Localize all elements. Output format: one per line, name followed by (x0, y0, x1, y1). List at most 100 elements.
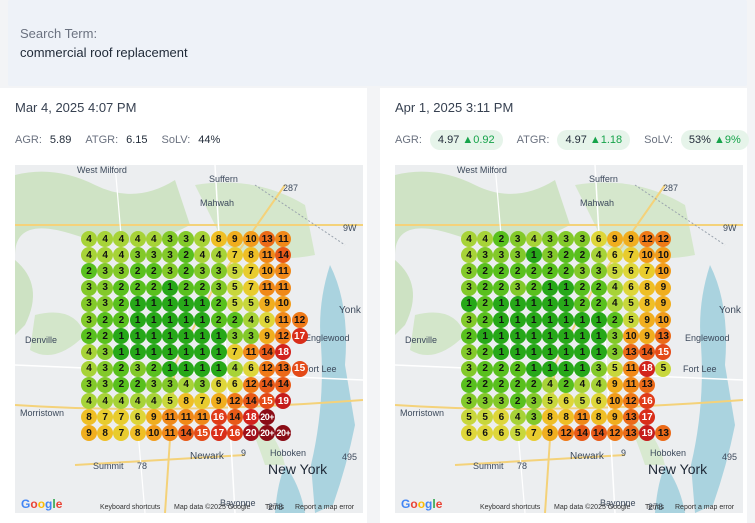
keyboard-shortcuts-link[interactable]: Keyboard shortcuts (480, 504, 541, 511)
rank-pin[interactable]: 8 (542, 409, 558, 426)
rank-pin[interactable]: 6 (558, 393, 575, 409)
rank-pin[interactable]: 19 (639, 425, 656, 442)
rank-pin[interactable]: 2 (477, 263, 494, 280)
rank-pin[interactable]: 3 (97, 344, 114, 361)
rank-pin[interactable]: 4 (129, 393, 146, 409)
rank-pin[interactable]: 6 (210, 376, 227, 393)
rank-pin[interactable]: 12 (655, 231, 672, 247)
rank-pin[interactable]: 12 (259, 360, 276, 377)
rank-pin[interactable]: 6 (623, 263, 639, 280)
rank-pin[interactable]: 4 (113, 231, 130, 247)
rank-pin[interactable]: 2 (210, 312, 227, 328)
rank-pin[interactable]: 13 (623, 409, 639, 426)
rank-pin[interactable]: 10 (606, 393, 623, 409)
rank-pin[interactable]: 3 (525, 409, 542, 426)
rank-pin[interactable]: 10 (623, 328, 639, 345)
rank-pin[interactable]: 13 (639, 376, 656, 393)
rank-pin[interactable]: 1 (525, 295, 542, 312)
rank-pin[interactable]: 6 (243, 360, 259, 377)
rank-pin[interactable]: 1 (145, 312, 162, 328)
rank-pin[interactable]: 3 (129, 247, 146, 264)
rank-pin[interactable]: 2 (477, 295, 494, 312)
rank-pin[interactable]: 5 (243, 295, 259, 312)
rank-pin[interactable]: 4 (81, 393, 97, 409)
rank-pin[interactable]: 2 (178, 263, 195, 280)
rank-pin[interactable]: 1 (542, 344, 558, 361)
rank-pin[interactable]: 5 (606, 263, 623, 280)
rank-pin[interactable]: 10 (639, 247, 656, 264)
rank-pin[interactable]: 1 (194, 312, 211, 328)
rank-pin[interactable]: 3 (81, 295, 97, 312)
rank-pin[interactable]: 8 (210, 231, 227, 247)
rank-pin[interactable]: 10 (655, 263, 672, 280)
rank-pin[interactable]: 11 (243, 344, 259, 361)
rank-pin[interactable]: 2 (226, 312, 243, 328)
rank-grid-map[interactable]: West Milford Suffern Mahwah Denville Englewo… (15, 165, 363, 513)
rank-pin[interactable]: 3 (243, 328, 259, 345)
rank-pin[interactable]: 20 (243, 425, 259, 442)
rank-pin[interactable]: 4 (525, 231, 542, 247)
rank-pin[interactable]: 3 (97, 263, 114, 280)
rank-pin[interactable]: 7 (113, 409, 130, 426)
rank-pin[interactable]: 3 (461, 360, 477, 377)
rank-pin[interactable]: 8 (639, 279, 656, 296)
rank-pin[interactable]: 14 (639, 344, 656, 361)
rank-pin[interactable]: 2 (113, 295, 130, 312)
rank-pin[interactable]: 2 (525, 263, 542, 280)
rank-pin[interactable]: 3 (542, 231, 558, 247)
rank-pin[interactable]: 16 (226, 425, 243, 442)
rank-pin[interactable]: 1 (542, 279, 558, 296)
rank-pin[interactable]: 9 (606, 231, 623, 247)
rank-pin[interactable]: 8 (590, 409, 607, 426)
rank-pin[interactable]: 1 (574, 328, 591, 345)
rank-pin[interactable]: 9 (81, 425, 97, 442)
rank-pin[interactable]: 3 (194, 376, 211, 393)
rank-pin[interactable]: 9 (655, 279, 672, 296)
rank-pin[interactable]: 16 (639, 393, 656, 409)
rank-pin[interactable]: 6 (477, 425, 494, 442)
rank-pin[interactable]: 1 (542, 295, 558, 312)
rank-pin[interactable]: 1 (493, 328, 510, 345)
rank-pin[interactable]: 11 (162, 425, 178, 442)
rank-pin[interactable]: 2 (606, 312, 623, 328)
rank-pin[interactable]: 14 (259, 344, 276, 361)
rank-pin[interactable]: 3 (97, 279, 114, 296)
rank-pin[interactable]: 11 (275, 312, 292, 328)
rank-pin[interactable]: 10 (259, 263, 276, 280)
rank-pin[interactable]: 1 (145, 328, 162, 345)
rank-pin[interactable]: 2 (129, 263, 146, 280)
rank-pin[interactable]: 1 (129, 312, 146, 328)
rank-pin[interactable]: 2 (461, 376, 477, 393)
rank-pin[interactable]: 13 (259, 231, 276, 247)
rank-pin[interactable]: 17 (210, 425, 227, 442)
rank-pin[interactable]: 2 (477, 279, 494, 296)
rank-pin[interactable]: 2 (145, 279, 162, 296)
rank-pin[interactable]: 1 (509, 295, 526, 312)
rank-pin[interactable]: 3 (590, 360, 607, 377)
rank-pin[interactable]: 6 (461, 425, 477, 442)
rank-pin[interactable]: 3 (129, 360, 146, 377)
rank-pin[interactable]: 13 (655, 328, 672, 345)
rank-pin[interactable]: 1 (477, 328, 494, 345)
rank-pin[interactable]: 7 (525, 425, 542, 442)
rank-pin[interactable]: 12 (623, 393, 639, 409)
rank-pin[interactable]: 4 (97, 247, 114, 264)
rank-pin[interactable]: 5 (477, 409, 494, 426)
rank-pin[interactable]: 2 (558, 263, 575, 280)
rank-pin[interactable]: 4 (574, 376, 591, 393)
rank-pin[interactable]: 2 (145, 360, 162, 377)
rank-pin[interactable]: 1 (129, 328, 146, 345)
rank-pin[interactable]: 1 (509, 328, 526, 345)
rank-pin[interactable]: 17 (291, 328, 308, 345)
rank-pin[interactable]: 14 (275, 247, 292, 264)
rank-pin[interactable]: 10 (655, 312, 672, 328)
rank-pin[interactable]: 2 (113, 376, 130, 393)
rank-pin[interactable]: 2 (574, 279, 591, 296)
rank-pin[interactable]: 14 (243, 393, 259, 409)
rank-pin[interactable]: 1 (162, 360, 178, 377)
rank-pin[interactable]: 2 (558, 376, 575, 393)
rank-pin[interactable]: 1 (574, 360, 591, 377)
rank-pin[interactable]: 9 (259, 328, 276, 345)
rank-pin[interactable]: 3 (477, 247, 494, 264)
rank-pin[interactable]: 3 (97, 360, 114, 377)
